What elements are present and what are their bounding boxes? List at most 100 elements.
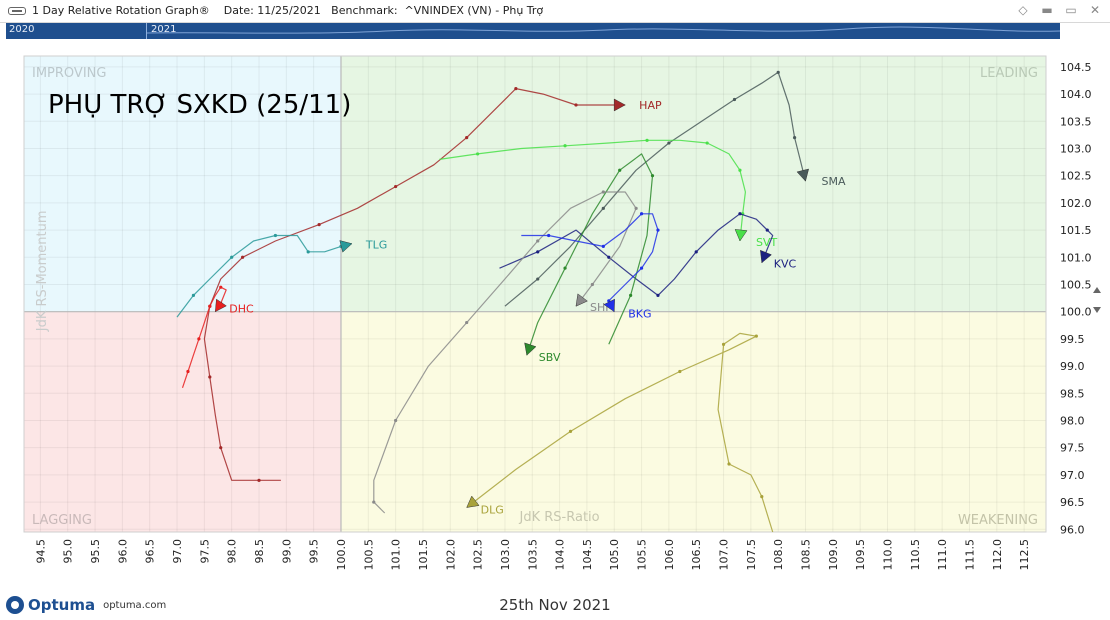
arrowhead-bkg[interactable] [603, 298, 615, 313]
trail-point-hap [394, 184, 398, 189]
x-tick-label: 111.0 [936, 539, 949, 571]
trail-point-kvc [536, 250, 540, 254]
trail-point-sbv [650, 174, 655, 178]
footer-url: optuma.com [103, 599, 167, 611]
x-tick-label: 102.0 [444, 539, 457, 571]
x-tick-label: 107.5 [745, 539, 758, 571]
x-tick-label: 101.5 [417, 539, 430, 571]
arrowhead-dlg[interactable] [466, 495, 480, 508]
chart-title: PHỤ TRỢ SXKD (25/11) [48, 90, 351, 120]
trail-point-kvc [607, 255, 611, 259]
x-tick-label: 100.0 [335, 539, 348, 571]
trail-bkg [521, 213, 659, 312]
series-label-kvc: KVC [774, 258, 797, 271]
series-label-svt: SVT [756, 236, 778, 249]
timeline-year-2020: 2020 [9, 24, 35, 35]
trail-point-svt [645, 138, 649, 142]
arrowhead-shi[interactable] [575, 293, 588, 307]
x-tick-label: 98.5 [253, 539, 266, 564]
y-tick-label: 101.5 [1060, 224, 1092, 237]
x-tick-label: 96.5 [144, 539, 157, 564]
trail-point-tlg [230, 255, 234, 259]
arrowhead-dhc[interactable] [214, 298, 227, 313]
timeline-scroller[interactable]: 2020 2021 [6, 23, 1060, 39]
y-tick-label: 100.5 [1060, 278, 1092, 291]
x-tick-label: 109.0 [827, 539, 840, 571]
close-icon[interactable]: ✕ [1089, 3, 1101, 17]
trail-point-sma [667, 141, 671, 145]
plot-frame [23, 55, 1047, 533]
trail-point-shi [536, 239, 540, 243]
trail-point-dhc [208, 304, 212, 308]
y-tick-label: 104.5 [1060, 61, 1092, 74]
y-tick-label: 99.0 [1060, 360, 1085, 373]
series-label-hap: HAP [639, 99, 662, 112]
trail-point-bkg [639, 266, 644, 270]
chart-app-icon [8, 7, 26, 15]
rrg-chart: IMPROVING LEADING LAGGING WEAKENING JdK RS-R… [23, 55, 1092, 571]
y-tick-label: 96.5 [1060, 496, 1085, 509]
trail-point-sbv [618, 168, 622, 172]
trail-point-sma [732, 97, 737, 102]
y-axis-title: JdK RS-Momentum [35, 210, 50, 332]
timeline-divider [146, 23, 147, 39]
trail-point-hap [219, 446, 223, 450]
arrowhead-svt[interactable] [734, 229, 748, 242]
scroll-handle-icon[interactable] [1092, 285, 1102, 315]
trail-point-sma [792, 136, 797, 140]
trail-point-shi [372, 500, 376, 504]
trail-point-dlg [721, 342, 726, 346]
arrowhead-sma[interactable] [796, 168, 810, 182]
trail-point-tlg [306, 250, 310, 254]
x-tick-label: 106.5 [690, 539, 703, 571]
trail-point-sma [601, 206, 605, 210]
x-tick-label: 108.5 [800, 539, 813, 571]
menu-icon[interactable]: ▬ [1041, 3, 1053, 17]
trail-hap [203, 88, 626, 481]
arrowhead-tlg[interactable] [339, 240, 353, 253]
trail-point-bkg [656, 228, 660, 232]
series-label-dhc: DHC [229, 303, 254, 316]
optuma-logo-icon [6, 596, 24, 614]
quadrant-label-improving: IMPROVING [32, 66, 106, 81]
arrowhead-kvc[interactable] [760, 249, 772, 264]
y-tick-label: 103.5 [1060, 115, 1092, 128]
trail-point-kvc [765, 228, 769, 232]
series-label-dlg: DLG [481, 504, 504, 517]
restore-icon[interactable]: ▭ [1065, 3, 1077, 17]
x-tick-label: 112.0 [991, 539, 1004, 571]
trail-point-dhc [219, 285, 223, 289]
arrowhead-hap[interactable] [613, 98, 626, 112]
y-tick-label: 96.0 [1060, 523, 1085, 536]
trail-point-bkg [639, 212, 644, 216]
series-label-bkg: BKG [628, 308, 651, 321]
series-label-sbv: SBV [539, 351, 561, 364]
x-tick-label: 110.0 [882, 539, 895, 571]
x-tick-label: 104.5 [581, 539, 594, 571]
trail-point-dlg [760, 495, 764, 499]
x-tick-label: 108.0 [772, 539, 785, 571]
x-tick-label: 106.0 [663, 539, 676, 571]
trail-point-shi [465, 320, 469, 325]
x-tick-label: 107.0 [718, 539, 731, 571]
trail-point-sbv [563, 266, 567, 270]
trail-point-hap [574, 103, 578, 107]
series-label-tlg: TLG [365, 239, 387, 252]
trail-point-sbv [629, 293, 633, 297]
trail-point-kvc [694, 250, 698, 254]
x-tick-label: 99.0 [280, 539, 293, 564]
x-tick-label: 105.5 [636, 539, 649, 571]
x-tick-label: 94.5 [34, 539, 47, 564]
quadrant-weakening [340, 311, 1046, 532]
y-tick-label: 101.0 [1060, 251, 1092, 264]
arrowhead-sbv[interactable] [524, 342, 537, 356]
x-tick-label: 97.0 [171, 539, 184, 564]
trail-point-shi [590, 282, 594, 287]
x-tick-label: 100.5 [362, 539, 375, 571]
y-tick-label: 104.0 [1060, 88, 1092, 101]
pin-icon[interactable]: ◇ [1018, 3, 1028, 17]
x-tick-label: 97.5 [198, 539, 211, 564]
trail-point-shi [394, 418, 398, 423]
trail-point-hap [317, 223, 321, 227]
x-tick-label: 95.5 [89, 539, 102, 564]
